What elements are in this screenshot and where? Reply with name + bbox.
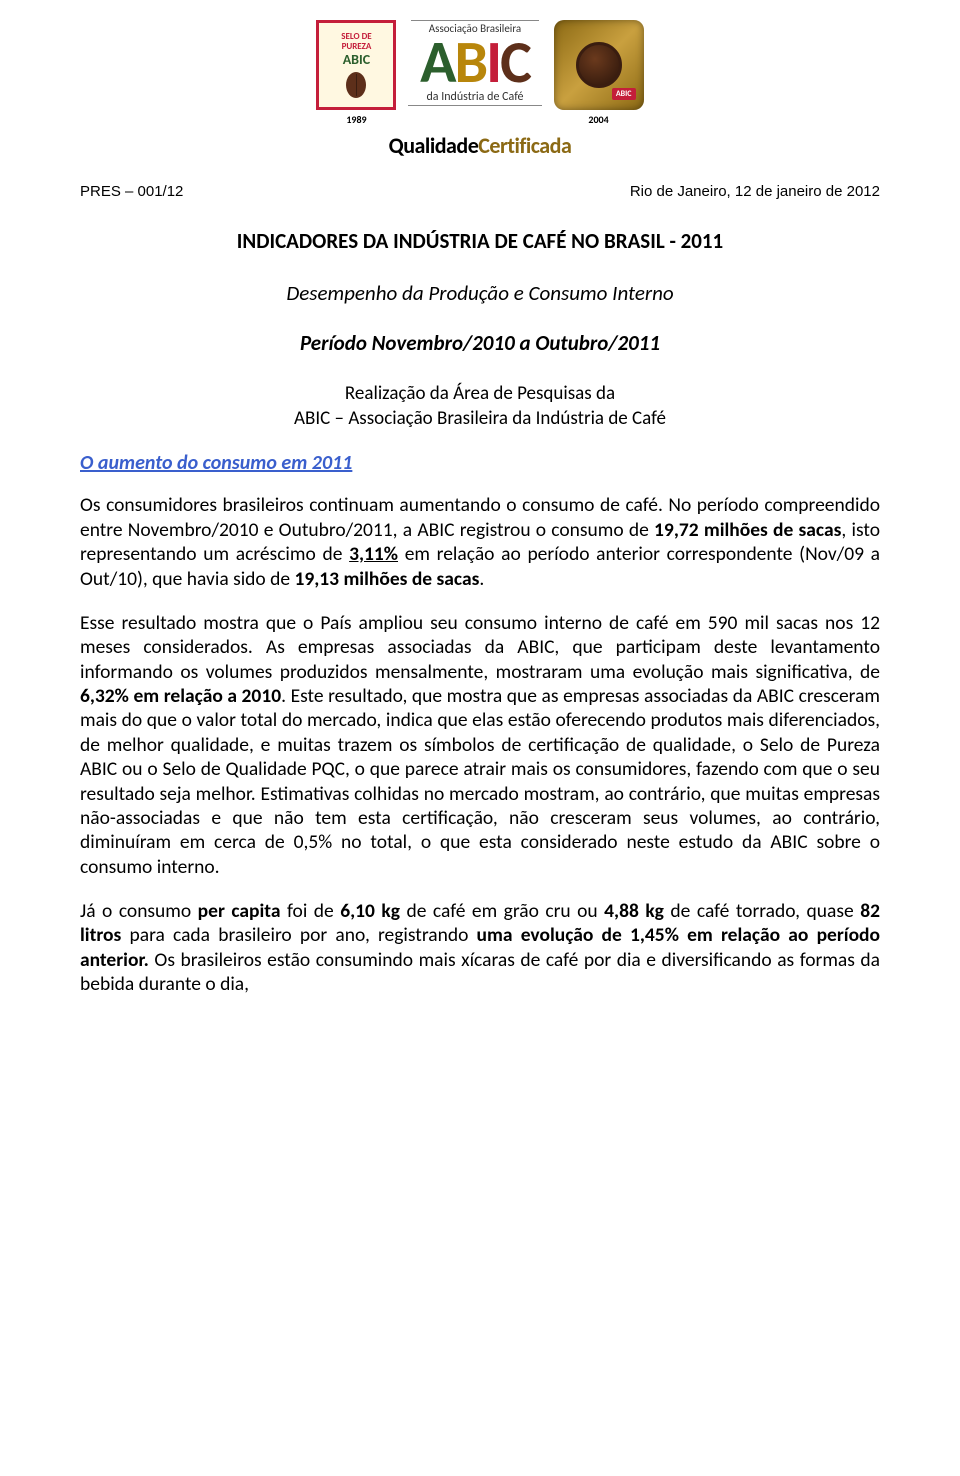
qc-part1: Qualidade — [389, 132, 479, 159]
selo-pureza-year: 1989 — [346, 113, 366, 126]
p3-t1: Já o consumo — [80, 899, 198, 923]
p1-b3: 19,13 milhões de sacas — [294, 567, 479, 591]
doc-ref: PRES – 001/12 — [80, 183, 183, 200]
p3-t6: Os brasileiros estão consumindo mais xíc… — [80, 948, 880, 996]
selo-qualidade-year: 2004 — [588, 113, 608, 126]
selo-qualidade-block: ABIC 2004 — [554, 20, 644, 126]
doc-date: Rio de Janeiro, 12 de janeiro de 2012 — [630, 183, 880, 200]
header-logos: SELO DE PUREZA ABIC 1989 Associação Bras… — [80, 20, 880, 126]
paragraph-1: Os consumidores brasileiros continuam au… — [80, 493, 880, 591]
p1-b2: 3,11% — [349, 542, 398, 566]
realization: Realização da Área de Pesquisas da ABIC … — [80, 382, 880, 431]
p3-t4: de café torrado, quase — [664, 899, 860, 923]
abic-letter-i: I — [486, 37, 500, 88]
p1-t4: . — [479, 567, 484, 591]
realiz-line1: Realização da Área de Pesquisas da — [345, 382, 615, 405]
reference-line: PRES – 001/12 Rio de Janeiro, 12 de jane… — [80, 183, 880, 200]
selo-qualidade-tag: ABIC — [612, 88, 636, 100]
qualidade-certificada: QualidadeCertificada — [80, 132, 880, 159]
abic-logo-icon: A B I C — [420, 37, 530, 88]
section-heading: O aumento do consumo em 2011 — [80, 451, 880, 475]
p3-b1: per capita — [198, 899, 281, 923]
paragraph-3: Já o consumo per capita foi de 6,10 kg d… — [80, 899, 880, 997]
paragraph-2: Esse resultado mostra que o País ampliou… — [80, 611, 880, 879]
p2-t2: . Este resultado, que mostra que as empr… — [80, 684, 880, 879]
selo-qualidade-icon: ABIC — [554, 20, 644, 110]
abic-bottom-label: da Indústria de Café — [408, 90, 541, 106]
p3-b3: 4,88 kg — [604, 899, 664, 923]
abic-letter-b: B — [454, 37, 486, 88]
p2-b1: 6,32% em relação a 2010 — [80, 684, 281, 708]
coffee-cup-icon — [576, 42, 622, 88]
p2-t1: Esse resultado mostra que o País ampliou… — [80, 611, 880, 684]
selo-pureza-icon: SELO DE PUREZA ABIC — [316, 20, 396, 110]
subtitle: Desempenho da Produção e Consumo Interno — [80, 280, 880, 306]
period: Período Novembro/2010 a Outubro/2011 — [80, 330, 880, 356]
abic-logo-block: Associação Brasileira A B I C da Indústr… — [408, 20, 541, 106]
p3-b2: 6,10 kg — [340, 899, 400, 923]
qc-part2: Certificada — [478, 132, 571, 159]
page-title: INDICADORES DA INDÚSTRIA DE CAFÉ NO BRAS… — [80, 228, 880, 254]
abic-letter-a: A — [420, 37, 454, 88]
p1-b1: 19,72 milhões de sacas — [654, 518, 841, 542]
selo-pureza-block: SELO DE PUREZA ABIC 1989 — [316, 20, 396, 126]
p3-t3: de café em grão cru ou — [400, 899, 604, 923]
abic-letters: A B I C — [420, 37, 530, 88]
p3-t2: foi de — [281, 899, 341, 923]
abic-letter-c: C — [500, 37, 530, 88]
p3-t5: para cada brasileiro por ano, registrand… — [121, 923, 476, 947]
selo-line3: ABIC — [343, 52, 370, 67]
realiz-line2: ABIC – Associação Brasileira da Indústri… — [294, 407, 666, 430]
coffee-bean-icon — [346, 72, 366, 98]
